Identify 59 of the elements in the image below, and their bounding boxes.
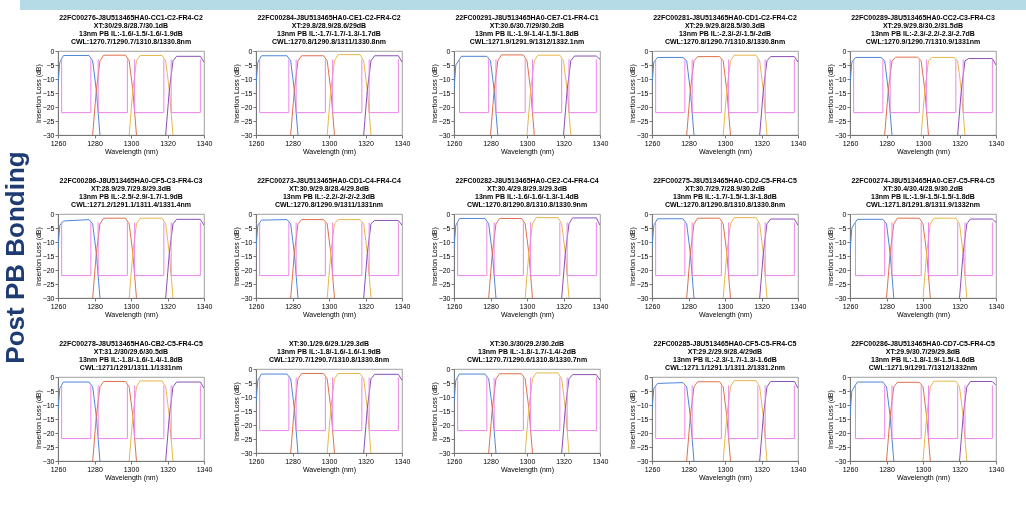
line-series — [256, 373, 299, 453]
line-series — [563, 55, 600, 135]
line-series — [722, 217, 768, 298]
line-series — [920, 56, 966, 135]
line-series — [58, 381, 101, 461]
line-series — [652, 218, 695, 298]
line-series — [165, 381, 204, 461]
line-series — [363, 219, 402, 298]
line-series — [326, 372, 372, 453]
line-series — [526, 54, 572, 135]
line-series — [886, 217, 931, 298]
line-series — [165, 55, 204, 135]
line-series — [128, 54, 174, 135]
line-series — [722, 380, 768, 461]
line-series — [488, 373, 533, 453]
line-series — [92, 380, 137, 461]
line-series — [363, 373, 402, 453]
line-series — [165, 218, 204, 298]
line-series — [490, 54, 535, 135]
line-series — [326, 219, 372, 298]
line-series — [959, 380, 996, 461]
line-series — [686, 56, 731, 135]
line-series — [922, 217, 968, 298]
line-series — [326, 54, 372, 135]
line-series — [256, 219, 299, 298]
line-series — [92, 217, 137, 298]
line-series — [454, 55, 499, 135]
line-series — [884, 56, 929, 135]
line-series — [256, 55, 299, 135]
line-series — [290, 55, 335, 135]
line-series — [652, 382, 695, 461]
line-series — [886, 381, 931, 461]
line-series — [363, 55, 402, 135]
line-series — [128, 380, 174, 461]
text: Post PB Bonding — [0, 150, 31, 364]
line-series — [850, 381, 895, 461]
line-series — [850, 56, 893, 135]
line-series — [561, 217, 600, 298]
line-series — [652, 56, 695, 135]
line-series — [959, 218, 996, 298]
line-series — [922, 380, 968, 461]
line-series — [561, 374, 600, 453]
line-series — [686, 217, 731, 298]
line-series — [524, 217, 570, 298]
line-series — [92, 54, 137, 135]
line-series — [488, 217, 533, 298]
line-series — [850, 218, 895, 298]
line-series — [686, 381, 731, 461]
line-series — [957, 58, 996, 135]
line-series — [759, 380, 798, 461]
line-series — [759, 56, 798, 135]
line-series — [290, 219, 335, 298]
line-series — [290, 372, 335, 453]
line-series — [454, 373, 497, 453]
line-series — [759, 218, 798, 298]
line-series — [128, 217, 174, 298]
line-series — [58, 219, 101, 298]
line-series — [524, 372, 570, 453]
line-series — [722, 54, 768, 135]
